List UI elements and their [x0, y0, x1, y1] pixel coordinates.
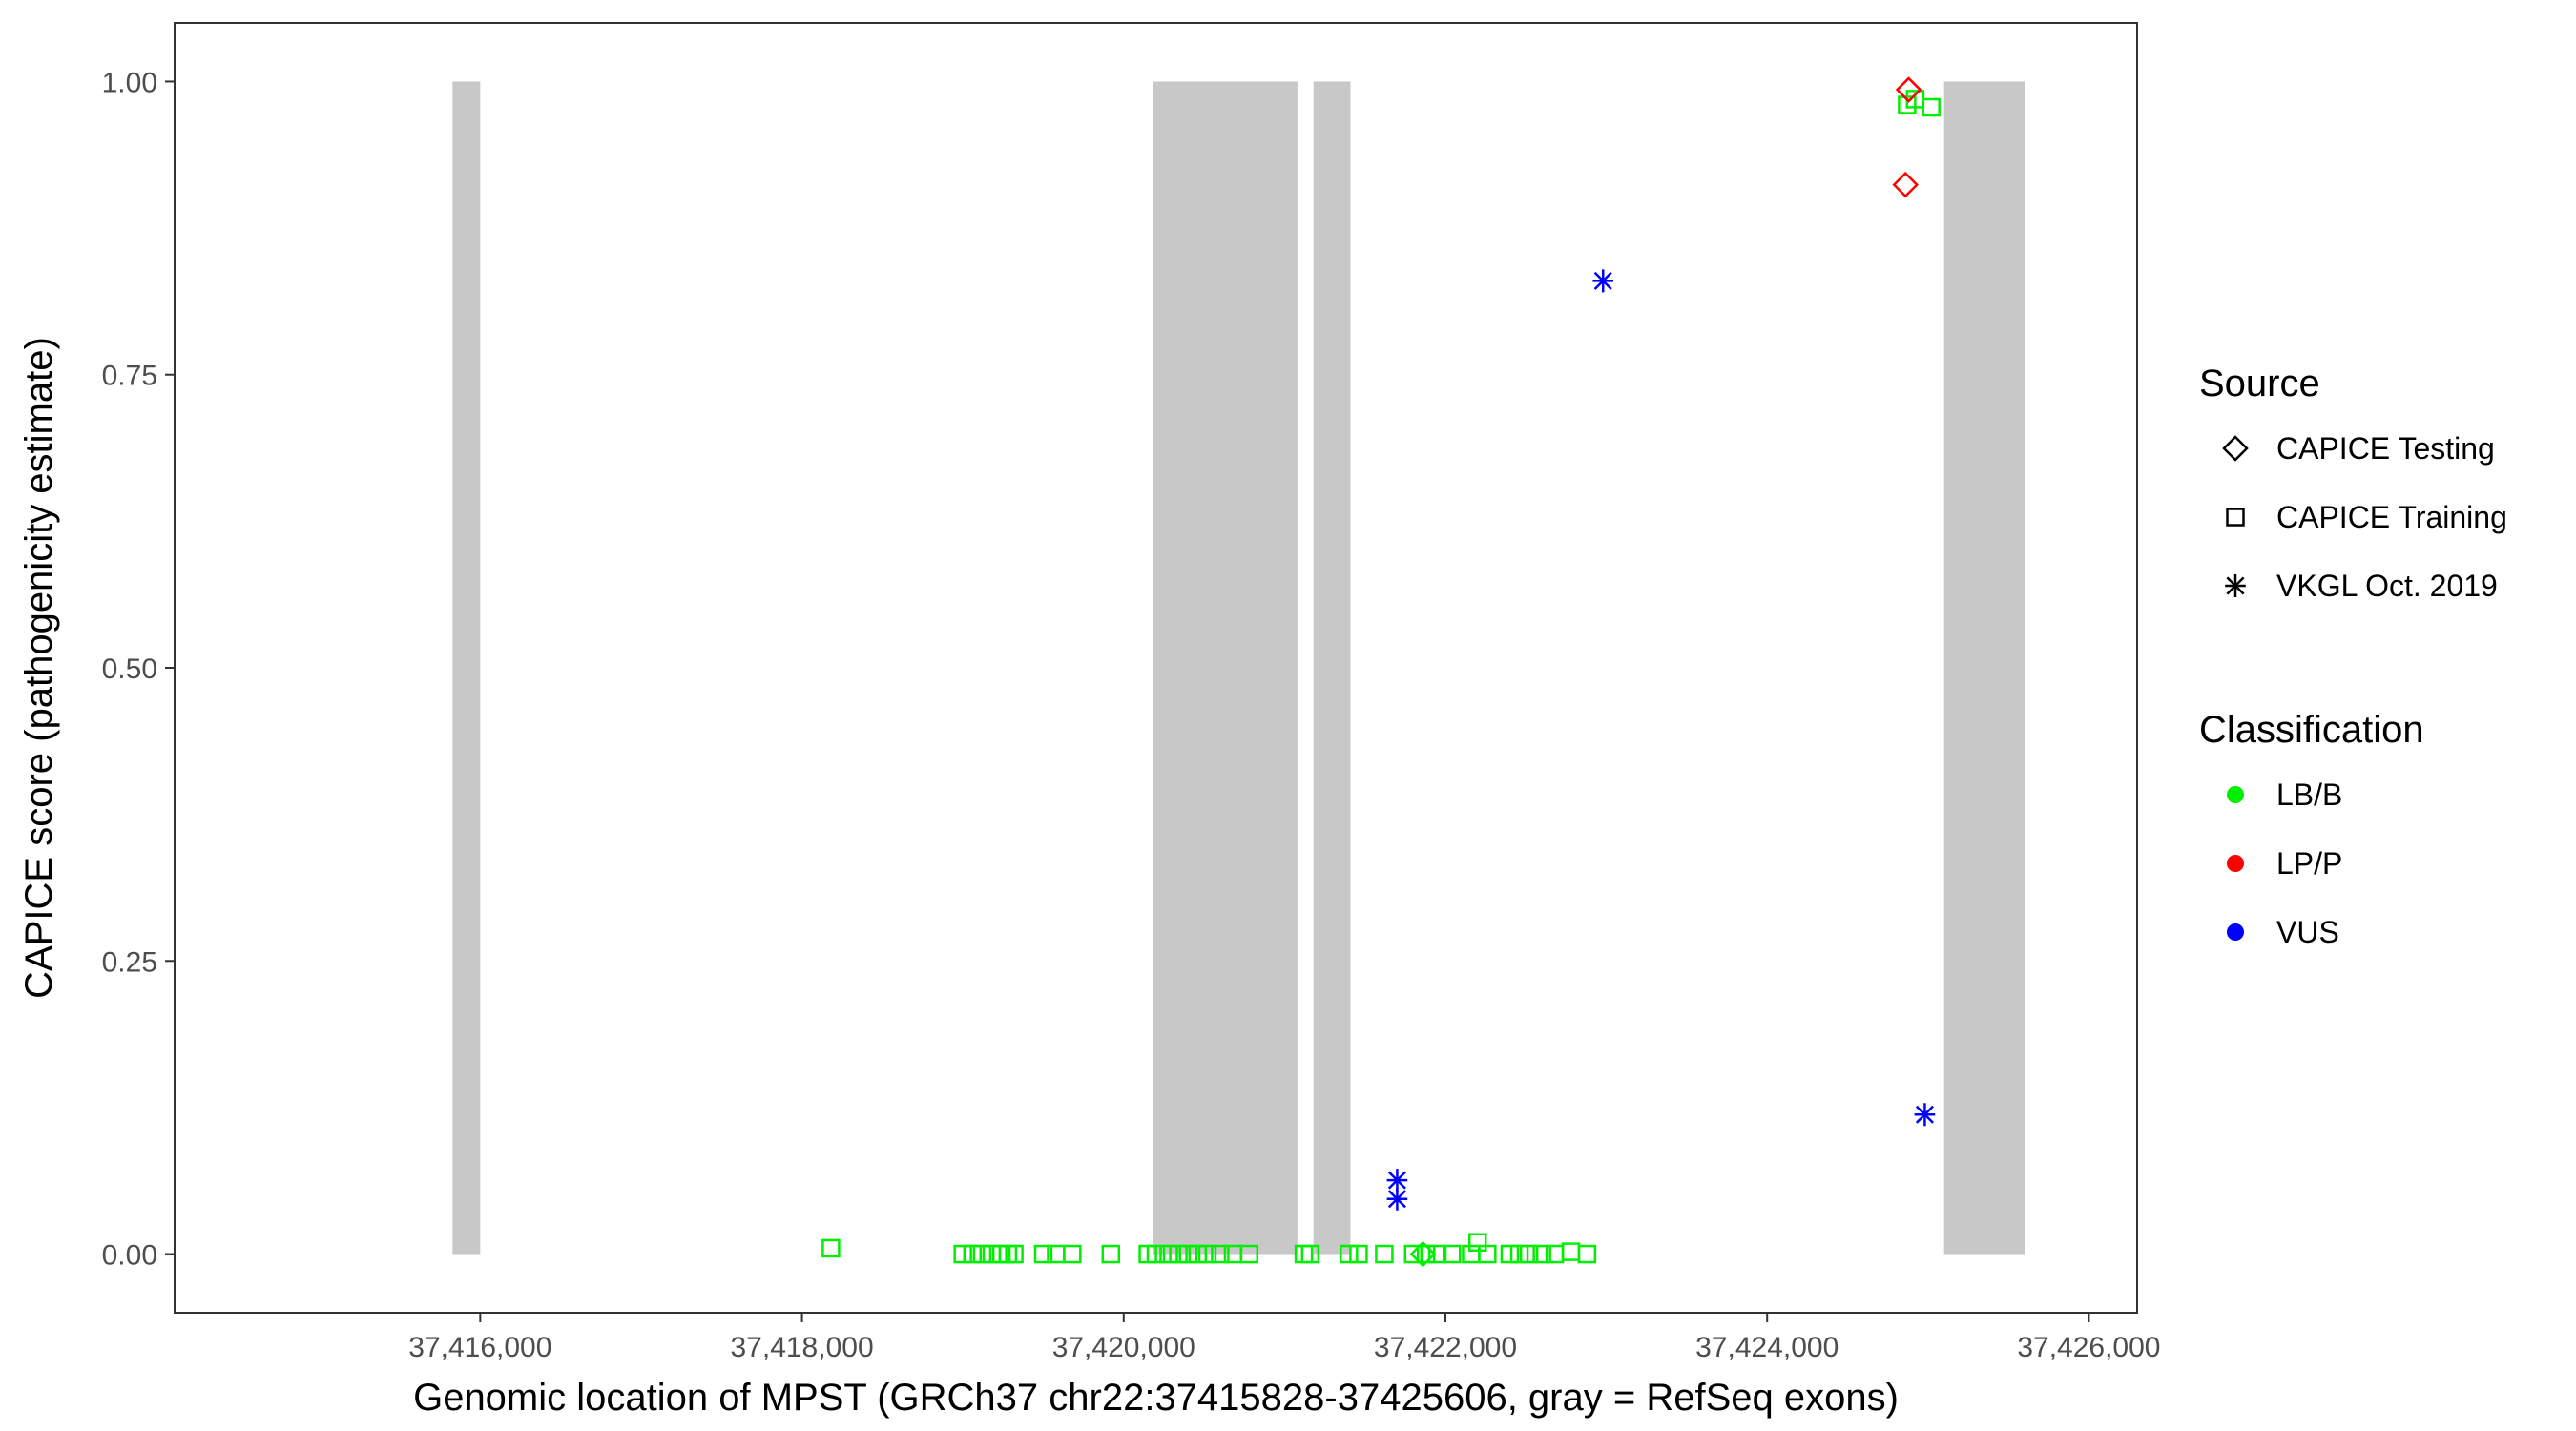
- data-point: [1892, 171, 1919, 198]
- data-point: [1577, 1244, 1597, 1264]
- data-point: [1895, 76, 1922, 103]
- y-tick-label: 0.75: [102, 361, 157, 392]
- legend-source-key: [2225, 574, 2246, 597]
- data-point: [1409, 1240, 1437, 1268]
- y-tick-label: 0.50: [102, 653, 157, 685]
- data-point: [1101, 1244, 1121, 1264]
- data-point: [1169, 1244, 1188, 1264]
- data-point: [1532, 1244, 1551, 1264]
- exon-rect-2: [1153, 81, 1298, 1255]
- data-point: [1178, 1244, 1197, 1264]
- data-point: [1300, 1244, 1320, 1264]
- data-point: [1500, 1244, 1520, 1264]
- exon-rect-1: [452, 81, 481, 1255]
- data-point: [998, 1244, 1018, 1264]
- legend-classification-title: Classification: [2199, 709, 2424, 751]
- data-point: [1427, 1244, 1447, 1264]
- x-tick-label: 37,418,000: [730, 1332, 873, 1363]
- data-point: [1005, 1244, 1024, 1264]
- data-point: [1467, 1233, 1487, 1253]
- exon-rect-4: [1943, 81, 2025, 1255]
- legend-classification-key: [2227, 923, 2244, 941]
- y-axis-title: CAPICE score (pathogenicity estimate): [18, 337, 60, 999]
- data-point: [1914, 1103, 1936, 1127]
- data-point: [1159, 1244, 1178, 1264]
- x-tick-label: 37,416,000: [408, 1332, 551, 1363]
- legend-classification-key: [2227, 786, 2244, 803]
- data-point: [1349, 1244, 1368, 1264]
- x-tick-label: 37,422,000: [1374, 1332, 1517, 1363]
- data-point: [1063, 1244, 1082, 1264]
- legend-source-label: CAPICE Testing: [2276, 431, 2495, 466]
- legend-source-label: CAPICE Training: [2276, 500, 2507, 534]
- data-point: [982, 1244, 1002, 1264]
- data-point: [821, 1238, 841, 1258]
- data-point: [972, 1244, 992, 1264]
- data-point: [1294, 1244, 1314, 1264]
- axis-layer: 37,416,000 37,418,000 37,420,000 37,422,000…: [102, 67, 2161, 1363]
- data-point: [1509, 1244, 1529, 1264]
- legend-source-title: Source: [2199, 363, 2320, 404]
- data-point: [1340, 1244, 1359, 1264]
- data-point: [1146, 1244, 1166, 1264]
- data-point: [953, 1244, 972, 1264]
- data-point: [1386, 1169, 1408, 1192]
- data-point: [1188, 1244, 1208, 1264]
- y-tick-label: 0.25: [102, 946, 157, 978]
- data-point: [1922, 97, 1941, 117]
- data-point: [1386, 1187, 1408, 1211]
- exon-rect-3: [1313, 81, 1351, 1255]
- y-tick-label: 0.00: [102, 1240, 157, 1272]
- legend: Source Classification CAPICE Testing CAPI…: [2199, 363, 2507, 949]
- legend-classification-label: LB/B: [2276, 778, 2342, 812]
- y-tick-label: 1.00: [102, 67, 157, 98]
- data-point: [1033, 1244, 1053, 1264]
- legend-classification-label: VUS: [2276, 915, 2339, 949]
- data-point: [1519, 1244, 1539, 1264]
- data-point: [1197, 1244, 1217, 1264]
- point-layer: [821, 76, 1941, 1268]
- x-tick-label: 37,420,000: [1052, 1332, 1195, 1363]
- data-point: [1239, 1244, 1259, 1264]
- legend-classification-label: LP/P: [2276, 846, 2342, 881]
- data-point: [1592, 269, 1614, 293]
- x-tick-label: 37,426,000: [2017, 1332, 2160, 1363]
- data-point: [1375, 1244, 1394, 1264]
- data-point: [1211, 1244, 1230, 1264]
- data-point: [1462, 1244, 1481, 1264]
- legend-source-label: VKGL Oct. 2019: [2276, 569, 2498, 603]
- exon-layer: [452, 81, 2025, 1255]
- x-tick-label: 37,424,000: [1695, 1332, 1839, 1363]
- legend-classification-key: [2227, 855, 2244, 872]
- x-axis-title: Genomic location of MPST (GRCh37 chr22:3…: [413, 1377, 1899, 1419]
- legend-source-key: [2222, 435, 2249, 462]
- data-point: [1561, 1242, 1581, 1261]
- data-point: [1442, 1244, 1462, 1264]
- data-point: [963, 1244, 983, 1264]
- data-point: [1478, 1244, 1497, 1264]
- legend-source-key: [2226, 508, 2245, 527]
- data-point: [1403, 1244, 1423, 1264]
